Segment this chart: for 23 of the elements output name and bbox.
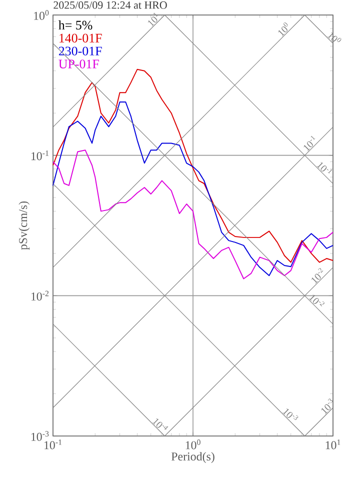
text: 10$^{-1}$	[316, 162, 332, 174]
y-tick-label: 10$^{-3}$	[31, 431, 49, 441]
text: 10$^{0}$	[327, 32, 342, 42]
x-axis-title: Period(s)	[171, 452, 214, 463]
text: 230-01F	[58, 46, 102, 56]
text: 10$^{-2}$	[312, 268, 324, 284]
annotation: h= 5%	[58, 20, 92, 30]
x-tick-label: 10$^{-1}$	[44, 440, 62, 450]
y-tick-label: 10$^{0}$	[34, 10, 49, 20]
y-axis-title: pSv(cm/s)	[18, 201, 30, 250]
y-tick-label: 10$^{-2}$	[31, 290, 49, 301]
chart-title: 2025/05/09 12:24 at HRO	[54, 1, 167, 9]
x-tick-label: 10$^{1}$	[326, 440, 340, 450]
text: UP-01F	[58, 60, 99, 68]
text: 10$^{-4}$	[152, 418, 168, 430]
y-tick-label: 10$^{-1}$	[31, 150, 48, 160]
text: 10$^{-3}$	[282, 408, 298, 420]
text: 10$^{-2}$	[308, 294, 324, 306]
text: 10$^{-3}$	[321, 398, 333, 414]
text: 10$^{-1}$	[304, 136, 316, 152]
text: 140-01F	[60, 34, 102, 42]
text: 10$^{0}$	[278, 22, 288, 36]
x-tick-label: 10$^{0}$	[186, 440, 200, 450]
